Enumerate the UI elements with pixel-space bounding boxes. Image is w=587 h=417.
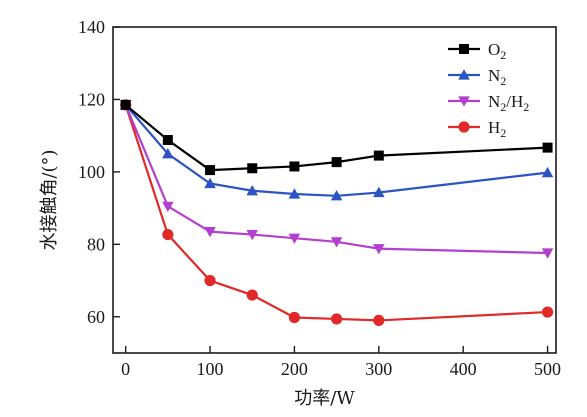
data-point [246, 289, 258, 301]
y-tick-label: 120 [78, 89, 105, 109]
legend-label: N2/H2 [488, 92, 529, 114]
series-line [124, 104, 548, 255]
y-tick-label: 140 [78, 17, 105, 37]
data-point [373, 314, 385, 326]
y-tick-label: 60 [87, 307, 105, 327]
data-point [246, 184, 258, 196]
data-point [162, 228, 174, 241]
y-tick-label: 100 [78, 162, 105, 182]
series-line [124, 104, 548, 172]
data-point [458, 96, 470, 107]
x-axis-ticks: 0 100 200 300 400 500 [121, 346, 561, 379]
data-point [247, 163, 258, 174]
y-axis-label: 水接触角/(°) [39, 149, 60, 250]
data-point [541, 248, 554, 259]
legend-label: O2 [488, 40, 506, 62]
legend: O2 N2 N2/H2 H2 [448, 40, 529, 140]
legend-item: H2 [448, 118, 506, 140]
x-tick-label: 200 [281, 359, 308, 379]
x-tick-label: 400 [450, 359, 477, 379]
data-point [288, 233, 301, 244]
data-point [289, 161, 300, 172]
data-point [204, 177, 216, 189]
plot-frame [112, 26, 557, 354]
data-point [162, 201, 174, 213]
data-point [541, 306, 554, 318]
series-line [124, 104, 548, 322]
legend-item: O2 [448, 40, 506, 62]
data-point [120, 99, 131, 110]
x-tick-label: 300 [365, 359, 392, 379]
x-tick-label: 500 [534, 359, 561, 379]
legend-label: N2 [488, 66, 506, 88]
series-layer [119, 99, 554, 326]
data-point [288, 188, 301, 199]
series-square [120, 99, 553, 176]
data-point [331, 313, 343, 325]
series-line [124, 104, 548, 197]
data-point [373, 150, 384, 161]
legend-label: H2 [488, 118, 506, 140]
y-axis-ticks: 60 80 100 120 140 [78, 17, 120, 327]
data-point [246, 229, 258, 241]
x-axis-label: 功率/W [294, 388, 355, 409]
data-point [373, 244, 385, 255]
data-point [458, 121, 470, 133]
legend-item: N2 [448, 66, 506, 88]
data-point [162, 148, 174, 159]
data-point [458, 69, 470, 80]
x-tick-label: 0 [121, 359, 130, 379]
x-tick-label: 100 [197, 359, 224, 379]
plot-area-border [112, 26, 557, 354]
data-point [330, 237, 343, 248]
legend-item: N2/H2 [448, 92, 529, 114]
data-point [331, 157, 342, 168]
data-point [459, 44, 469, 54]
data-point [542, 142, 553, 153]
y-tick-label: 80 [87, 234, 105, 254]
data-point [205, 165, 216, 176]
data-point [204, 227, 216, 238]
data-point [330, 190, 343, 201]
data-point [541, 166, 554, 178]
data-point [204, 274, 216, 287]
data-point [162, 135, 173, 146]
data-point [288, 311, 301, 324]
data-point [373, 186, 385, 198]
